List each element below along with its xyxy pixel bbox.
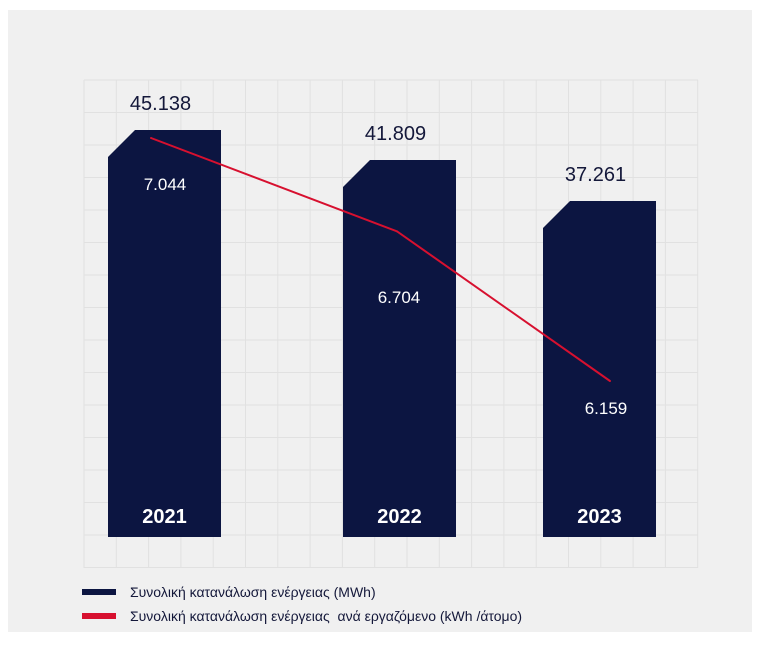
bar-value-label-2022: 41.809 <box>365 123 426 145</box>
line-point-2023 <box>609 380 611 382</box>
bars <box>108 130 656 538</box>
legend-swatch-line <box>82 613 116 619</box>
line-point-2022 <box>396 230 398 233</box>
line-value-label-2022: 6.704 <box>378 288 421 307</box>
line-value-label-2021: 7.044 <box>144 175 187 194</box>
bar-2022 <box>343 160 456 537</box>
legend-item-line: Συνολική κατανάλωση ενέργειας ανά εργαζό… <box>82 608 522 624</box>
legend-swatch-bar <box>82 589 116 595</box>
line-point-2021 <box>150 137 152 139</box>
bar-2021 <box>108 130 221 537</box>
bar-value-label-2023: 37.261 <box>565 164 626 186</box>
legend-label-bar: Συνολική κατανάλωση ενέργειας (MWh) <box>130 584 376 600</box>
legend-item-bar: Συνολική κατανάλωση ενέργειας (MWh) <box>82 584 376 600</box>
category-label-2022: 2022 <box>377 506 422 528</box>
bar-value-label-2021: 45.138 <box>130 93 191 115</box>
line-series <box>150 137 611 382</box>
category-label-2023: 2023 <box>577 506 622 528</box>
labels: 2021 45.138 2022 41.809 2023 37.261 7.044 6.704… <box>130 93 627 528</box>
line-value-label-2023: 6.159 <box>585 399 628 418</box>
category-label-2021: 2021 <box>142 506 187 528</box>
legend-label-line: Συνολική κατανάλωση ενέργειας ανά εργαζό… <box>130 608 523 624</box>
bar-2023 <box>543 201 656 538</box>
